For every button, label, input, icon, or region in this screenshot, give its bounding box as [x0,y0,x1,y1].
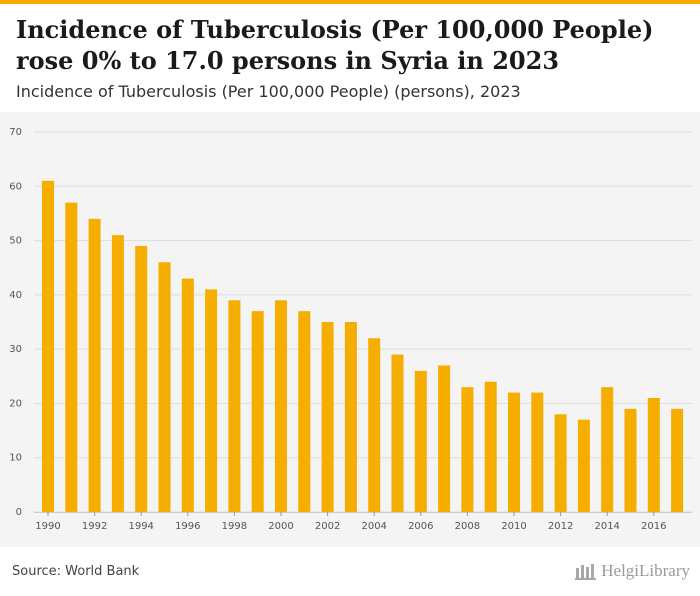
bar [321,322,334,512]
bar [508,392,520,512]
bar [228,300,241,512]
bar [671,408,684,512]
bar [461,387,474,512]
y-tick-label: 20 [9,398,22,409]
bar [368,338,381,512]
bar [298,311,311,512]
bar-chart: 0 10 20 30 40 50 60 70 1990 1992 1994 1996 1998 2000 2… [9,127,692,532]
bar [181,278,194,512]
bar [158,262,171,512]
x-tick-label: 2002 [315,521,340,532]
library-icon [575,564,597,580]
bar [554,414,567,512]
x-tick-label: 1992 [82,521,107,532]
x-tick-label: 2012 [548,521,573,532]
x-tick-label: 2016 [641,521,666,532]
y-tick-label: 50 [9,236,22,247]
bar [205,289,218,512]
bar [275,300,287,512]
accent-bar [0,0,700,4]
bar [65,202,78,513]
y-tick-label: 10 [9,453,22,464]
x-tick-label: 2006 [408,521,433,532]
y-tick-label: 0 [16,507,22,518]
x-tick-label: 2010 [501,521,526,532]
chart-subtitle: Incidence of Tuberculosis (Per 100,000 P… [16,82,521,101]
brand-name: HelgiLibrary [601,561,690,580]
bar [438,365,451,512]
bar [251,311,264,512]
x-tick-label: 2004 [361,521,386,532]
bar [601,387,614,512]
bar [647,398,660,512]
bar [344,322,357,512]
bar [135,246,148,512]
x-tick-label: 2008 [455,521,480,532]
y-tick-label: 40 [9,290,22,301]
y-tick-label: 30 [9,344,22,355]
bar [484,381,497,512]
x-tick-label: 2014 [594,521,619,532]
page-title: Incidence of Tuberculosis (Per 100,000 P… [16,15,654,75]
chart-area: 0 10 20 30 40 50 60 70 1990 1992 1994 1996 1998 2000 2… [0,112,700,547]
x-tick-label: 1990 [35,521,60,532]
brand-logo: HelgiLibrary [575,561,690,581]
bar [88,218,101,512]
x-tick-label: 1998 [222,521,247,532]
y-tick-label: 70 [9,127,22,138]
x-tick-label: 1994 [128,521,153,532]
source-note: Source: World Bank [12,564,140,579]
y-tick-label: 60 [9,181,22,192]
bar [624,408,637,512]
bar [577,419,590,512]
x-tick-label: 2000 [268,521,293,532]
bar [414,370,427,512]
bar [111,235,124,512]
bar [42,180,54,512]
bar [531,392,544,512]
x-tick-label: 1996 [175,521,200,532]
bar [391,354,404,512]
